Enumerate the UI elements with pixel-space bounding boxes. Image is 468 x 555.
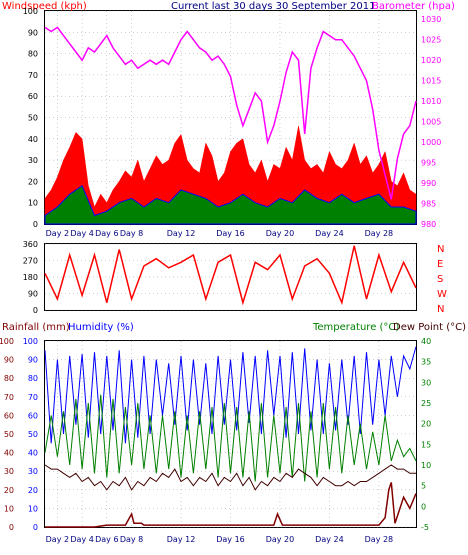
windspeed-tick-label: 40 <box>28 135 38 144</box>
compass-label: S <box>437 274 443 285</box>
barometer-tick-label: 985 <box>421 200 436 209</box>
humidity-tick-label: 100 <box>23 337 38 346</box>
wind-date-label: Day 20 <box>266 229 295 238</box>
barometer-tick-label: 1025 <box>421 36 441 45</box>
humidity-axis-title: Humidity (%) <box>68 322 134 333</box>
direction-tick-label: 90 <box>28 290 38 299</box>
rainfall-tick-label: 30 <box>4 467 14 476</box>
barometer-axis-title: Barometer (hpa) <box>372 1 455 12</box>
temp-date-label: Day 12 <box>167 535 196 544</box>
barometer-tick-label: 1015 <box>421 77 441 86</box>
direction-tick-label: 270 <box>23 257 38 266</box>
barometer-tick-label: 980 <box>421 220 436 229</box>
temperature-tick-label: 25 <box>421 399 431 408</box>
windspeed-tick-label: 0 <box>33 220 38 229</box>
windspeed-tick-label: 60 <box>28 92 38 101</box>
windspeed-tick-label: 70 <box>28 71 38 80</box>
humidity-line <box>44 346 417 444</box>
windspeed-tick-label: 80 <box>28 50 38 59</box>
rainfall-axis-title: Rainfall (mm) <box>2 322 70 333</box>
temperature-tick-label: 10 <box>421 461 431 470</box>
direction-tick-label: 180 <box>23 273 38 282</box>
temperature-axis-title: Temperature (°C) <box>312 322 399 333</box>
windspeed-tick-label: 30 <box>28 156 38 165</box>
rainfall-tick-label: 100 <box>0 337 14 346</box>
temp-date-label: Day 16 <box>216 535 245 544</box>
barometer-tick-label: 1020 <box>421 56 441 65</box>
rainfall-tick-label: 20 <box>4 486 14 495</box>
temperature-tick-label: 15 <box>421 440 431 449</box>
temperature-tick-label: 5 <box>421 482 426 491</box>
temperature-tick-label: 30 <box>421 378 431 387</box>
temperature-tick-label: 35 <box>421 358 431 367</box>
direction-tick-label: 0 <box>33 306 38 315</box>
temp-date-label: Day 28 <box>365 535 394 544</box>
rainfall-tick-label: 90 <box>4 356 14 365</box>
humidity-tick-label: 50 <box>28 430 38 439</box>
temp-date-label: Day 20 <box>266 535 295 544</box>
barometer-line <box>44 26 417 200</box>
direction-line <box>44 245 417 306</box>
barometer-tick-label: 995 <box>421 159 436 168</box>
temp-date-label: Day 6 <box>95 535 118 544</box>
windspeed-tick-label: 10 <box>28 199 38 208</box>
barometer-tick-label: 1030 <box>421 15 441 24</box>
humidity-tick-label: 0 <box>33 523 38 532</box>
average-wind-area <box>44 184 417 225</box>
wind-date-label: Day 16 <box>216 229 245 238</box>
temperature-tick-label: -5 <box>421 523 429 532</box>
windspeed-tick-label: 20 <box>28 177 38 186</box>
temperature-tick-label: 40 <box>421 337 431 346</box>
wind-date-label: Day 28 <box>365 229 394 238</box>
dewpoint-axis-title: Dew Point (°C) <box>393 322 466 333</box>
wind-date-label: Day 6 <box>95 229 118 238</box>
windspeed-axis-title: Windspeed (kph) <box>2 1 87 12</box>
temp-date-label: Day 24 <box>315 535 344 544</box>
temperature-tick-label: 20 <box>421 420 431 429</box>
wind-date-label: Day 4 <box>70 229 93 238</box>
wind-date-label: Day 24 <box>315 229 344 238</box>
humidity-tick-label: 90 <box>28 356 38 365</box>
windspeed-tick-label: 100 <box>23 7 38 16</box>
rainfall-tick-label: 70 <box>4 393 14 402</box>
humidity-tick-label: 10 <box>28 504 38 513</box>
barometer-tick-label: 1005 <box>421 118 441 127</box>
compass-label: E <box>437 259 443 270</box>
compass-label: W <box>437 289 447 300</box>
chart-title: Current last 30 days 30 September 2011 <box>171 1 375 12</box>
barometer-tick-label: 990 <box>421 179 436 188</box>
wind-date-label: Day 2 <box>46 229 69 238</box>
rainfall-tick-label: 80 <box>4 374 14 383</box>
temp-date-label: Day 2 <box>46 535 69 544</box>
humidity-tick-label: 30 <box>28 467 38 476</box>
rainfall-tick-label: 50 <box>4 430 14 439</box>
direction-tick-label: 360 <box>23 240 38 249</box>
wind-date-label: Day 12 <box>167 229 196 238</box>
dewpoint-line <box>44 464 416 491</box>
gust-area <box>44 125 417 225</box>
humidity-tick-label: 20 <box>28 486 38 495</box>
compass-label: N <box>437 304 444 315</box>
temp-date-label: Day 4 <box>70 535 93 544</box>
rainfall-tick-label: 60 <box>4 411 14 420</box>
humidity-tick-label: 40 <box>28 449 38 458</box>
rainfall-tick-label: 0 <box>9 523 14 532</box>
barometer-tick-label: 1010 <box>421 97 441 106</box>
temperature-line <box>44 394 417 482</box>
wind-date-label: Day 8 <box>120 229 143 238</box>
rainfall-tick-label: 40 <box>4 449 14 458</box>
rainfall-tick-label: 10 <box>4 504 14 513</box>
humidity-tick-label: 80 <box>28 374 38 383</box>
rainfall-line <box>45 482 417 528</box>
windspeed-tick-label: 50 <box>28 114 38 123</box>
temp-date-label: Day 8 <box>120 535 143 544</box>
windspeed-tick-label: 90 <box>28 28 38 37</box>
temperature-tick-label: 0 <box>421 502 426 511</box>
humidity-tick-label: 70 <box>28 393 38 402</box>
humidity-tick-label: 60 <box>28 411 38 420</box>
compass-label: N <box>437 244 444 255</box>
barometer-tick-label: 1000 <box>421 138 441 147</box>
